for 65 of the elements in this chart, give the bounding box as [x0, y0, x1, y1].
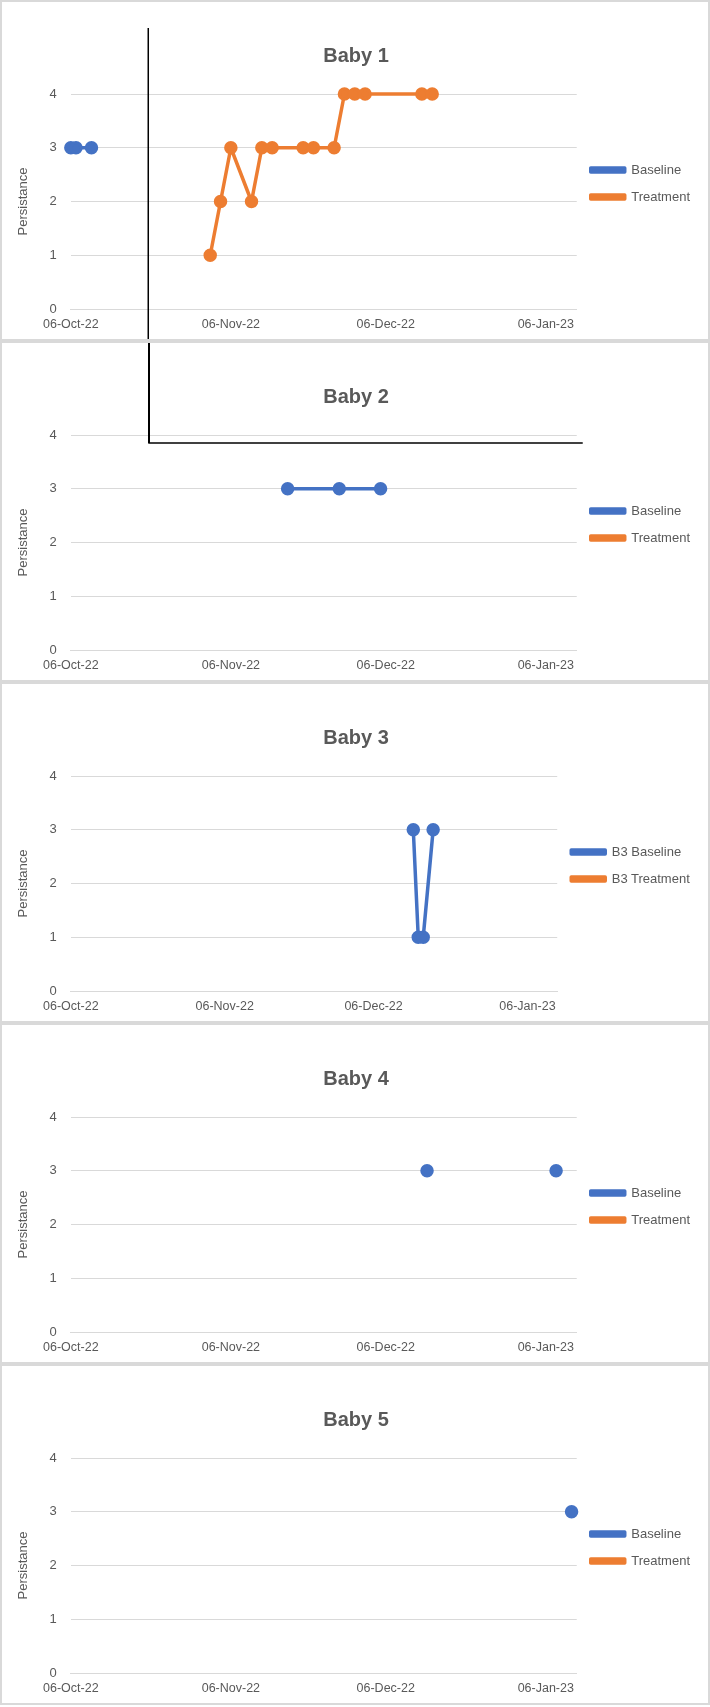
chart-title: Baby 2: [323, 384, 389, 407]
y-tick-label: 0: [49, 982, 57, 998]
y-tick-label: 4: [49, 1108, 57, 1124]
y-tick-label: 4: [49, 1449, 57, 1465]
y-axis-title: Persistance: [15, 1190, 31, 1259]
y-axis-title: Persistance: [15, 508, 31, 577]
y-axis-title: Persistance: [15, 1531, 31, 1600]
y-tick-label: 1: [49, 1269, 57, 1285]
y-axis-title: Persistance: [15, 849, 31, 918]
chart-title: Baby 4: [323, 1066, 390, 1089]
x-tick-label: 06-Nov-22: [201, 316, 261, 331]
y-tick-label: 4: [49, 767, 57, 783]
chart-title: Baby 1: [323, 43, 389, 66]
y-tick-label: 3: [49, 821, 57, 837]
y-tick-label: 0: [49, 641, 57, 657]
y-tick-label: 0: [49, 1323, 57, 1339]
y-tick-label: 3: [49, 480, 57, 496]
x-tick-label: 06-Jan-23: [517, 316, 574, 331]
legend-label: B3 Baseline: [611, 843, 682, 859]
x-tick-label: 06-Jan-23: [517, 1339, 574, 1354]
y-tick-label: 4: [49, 426, 57, 442]
y-tick-label: 4: [49, 85, 57, 101]
legend-label: Baseline: [631, 1525, 682, 1541]
x-tick-label: 06-Dec-22: [356, 657, 415, 672]
y-tick-label: 1: [49, 1610, 57, 1626]
x-tick-label: 06-Dec-22: [356, 1680, 415, 1695]
legend-label: B3 Treatment: [611, 870, 691, 886]
x-tick-label: 06-Jan-23: [499, 998, 556, 1013]
legend-label: Baseline: [631, 161, 682, 177]
x-tick-label: 06-Oct-22: [43, 316, 99, 331]
x-tick-label: 06-Nov-22: [201, 657, 261, 672]
legend-label: Treatment: [631, 1552, 691, 1568]
x-tick-label: 06-Oct-22: [43, 998, 99, 1013]
x-tick-label: 06-Nov-22: [201, 1339, 261, 1354]
legend-label: Treatment: [631, 188, 691, 204]
x-tick-label: 06-Jan-23: [517, 1680, 574, 1695]
x-tick-label: 06-Dec-22: [356, 316, 415, 331]
chart-title: Baby 5: [323, 1407, 389, 1430]
y-tick-label: 1: [49, 928, 57, 944]
y-tick-label: 0: [49, 1664, 57, 1680]
x-tick-label: 06-Oct-22: [43, 657, 99, 672]
x-tick-label: 06-Nov-22: [201, 1680, 261, 1695]
y-axis-title: Persistance: [15, 167, 31, 236]
y-tick-label: 1: [49, 587, 57, 603]
legend-label: Baseline: [631, 502, 682, 518]
x-tick-label: 06-Nov-22: [195, 998, 254, 1013]
y-tick-label: 0: [49, 300, 57, 316]
x-tick-label: 06-Oct-22: [43, 1680, 99, 1695]
x-tick-label: 06-Jan-23: [517, 657, 574, 672]
y-tick-label: 2: [49, 534, 57, 550]
y-tick-label: 1: [49, 246, 57, 262]
x-tick-label: 06-Dec-22: [356, 1339, 415, 1354]
y-tick-label: 2: [49, 1216, 57, 1232]
legend-label: Treatment: [631, 529, 691, 545]
x-tick-label: 06-Dec-22: [344, 998, 403, 1013]
legend-label: Treatment: [631, 1211, 691, 1227]
y-tick-label: 3: [49, 1503, 57, 1519]
y-tick-label: 2: [49, 875, 57, 891]
legend-label: Baseline: [631, 1184, 682, 1200]
y-tick-label: 3: [49, 1162, 57, 1178]
chart-title: Baby 3: [323, 725, 389, 748]
y-tick-label: 2: [49, 193, 57, 209]
y-tick-label: 3: [49, 139, 57, 155]
y-tick-label: 2: [49, 1557, 57, 1573]
x-tick-label: 06-Oct-22: [43, 1339, 99, 1354]
